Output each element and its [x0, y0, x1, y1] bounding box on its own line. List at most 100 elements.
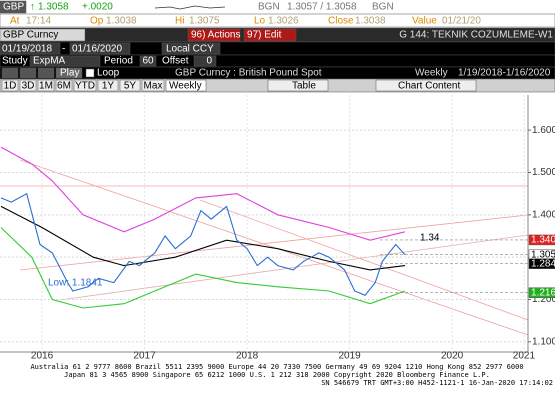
value-date: 01/21/20 — [442, 16, 481, 27]
frequency-select[interactable] — [165, 79, 207, 92]
range-button-label[interactable]: Max — [144, 81, 163, 92]
change: +.0020 — [82, 2, 113, 13]
start-field[interactable] — [0, 42, 61, 55]
high-label: Hi — [175, 16, 184, 27]
rewind-button[interactable] — [1, 67, 19, 79]
range-button-label[interactable]: 1Y — [102, 81, 115, 92]
study-field[interactable] — [29, 55, 101, 67]
period-label: Period — [104, 56, 133, 67]
arrow: ↑ — [30, 2, 35, 13]
series-line — [0, 192, 406, 296]
low-annotation: Low: 1.1841 — [48, 278, 103, 289]
currency[interactable]: Local CCY — [166, 44, 214, 55]
loop[interactable]: Loop — [97, 68, 120, 79]
price-tag-label: 1.2160 — [531, 287, 555, 298]
range-button[interactable] — [55, 79, 73, 92]
actions-button[interactable] — [187, 28, 241, 42]
footer-bg — [0, 357, 555, 400]
ticker: GBP — [3, 2, 24, 13]
price-tag-label: 1.3407 — [531, 235, 555, 246]
series-line — [0, 146, 406, 241]
x-tick-label: 2019 — [338, 351, 361, 362]
level-annotation: 1.34 — [420, 233, 440, 244]
table-button[interactable] — [267, 79, 329, 92]
description: GBP Curncy : British Pound Spot — [175, 68, 322, 79]
x-tick-label: 2021 — [513, 351, 536, 362]
range-button[interactable] — [97, 79, 119, 92]
x-tick-label: 2018 — [236, 351, 259, 362]
time-label: At — [10, 16, 20, 27]
range-button-label[interactable]: YTD — [75, 81, 95, 92]
price-tag — [528, 234, 555, 246]
high: 1.3075 — [189, 16, 220, 27]
range-button[interactable] — [1, 79, 19, 92]
x-tick-label: 2016 — [31, 351, 54, 362]
play-button[interactable] — [55, 67, 83, 79]
trend-line — [19, 159, 529, 336]
low-label: Lo — [254, 16, 266, 27]
range-button[interactable] — [37, 79, 55, 92]
currency-field[interactable] — [161, 42, 221, 55]
edit-button[interactable] — [243, 28, 297, 42]
offset-field[interactable] — [193, 55, 217, 67]
chart-bg — [0, 92, 555, 357]
template: G 144: TEKNIK COZUMLEME-W1 — [399, 30, 553, 41]
step-button[interactable] — [19, 67, 37, 79]
range-button-label[interactable]: 1D — [4, 81, 17, 92]
time: 17:14 — [26, 16, 51, 27]
price-tag — [528, 287, 555, 298]
security-field[interactable] — [0, 28, 86, 42]
sparkline — [154, 5, 226, 10]
price-tag-label: 1.2846 — [531, 258, 555, 269]
value-label: Value — [412, 16, 437, 27]
end-field[interactable] — [69, 42, 131, 55]
range-button-label[interactable]: 3D — [22, 81, 35, 92]
loop-checkbox[interactable] — [85, 68, 95, 78]
low: 1.3026 — [268, 16, 299, 27]
range-button[interactable] — [141, 79, 165, 92]
y-tick-label: 1.1000 — [532, 336, 555, 347]
ticker-box — [0, 0, 27, 14]
back-button[interactable] — [37, 67, 55, 79]
range-button[interactable] — [19, 79, 37, 92]
date-range: 1/19/2018-1/16/2020 — [458, 68, 551, 79]
range-button-label[interactable]: 5Y — [124, 81, 137, 92]
security[interactable]: GBP Curncy — [3, 30, 58, 41]
last-price: 1.3058 — [38, 2, 69, 13]
table-label[interactable]: Table — [292, 81, 316, 92]
footer-line: Australia 61 2 9777 8600 Brazil 5511 239… — [30, 363, 523, 371]
quote-row — [0, 13, 555, 28]
period[interactable]: 60 — [142, 56, 154, 67]
chart-content-label[interactable]: Chart Content — [398, 81, 460, 92]
chart-content-button[interactable] — [375, 79, 477, 92]
frequency-select-label[interactable]: Weekly — [169, 81, 202, 92]
period-field[interactable] — [139, 55, 157, 67]
edit[interactable]: 97) Edit — [247, 30, 282, 41]
range-button-label[interactable]: 1M — [39, 81, 53, 92]
x-tick-label: 2020 — [441, 351, 464, 362]
end-date[interactable]: 01/16/2020 — [72, 44, 122, 55]
trend-line — [199, 199, 529, 321]
y-tick-label: 1.5000 — [532, 167, 555, 178]
footer-line: Japan 81 3 4565 8900 Singapore 65 6212 1… — [64, 371, 490, 379]
actions[interactable]: 96) Actions — [191, 30, 240, 41]
play[interactable]: Play — [60, 68, 79, 79]
open: 1.3038 — [106, 16, 137, 27]
trend-line — [59, 234, 529, 301]
y-tick-label: 1.4000 — [532, 209, 555, 220]
start-date[interactable]: 01/19/2018 — [2, 44, 52, 55]
study-label: Study — [2, 56, 28, 67]
range-button-label[interactable]: 6M — [57, 81, 71, 92]
x-tick-label: 2017 — [133, 351, 156, 362]
price-tag-label: 1.3058 — [531, 249, 555, 260]
y-tick-label: 1.2000 — [532, 294, 555, 305]
source: BGN — [372, 2, 394, 13]
range-button[interactable] — [119, 79, 141, 92]
separator: - — [62, 44, 65, 55]
study-name[interactable]: ExpMA — [33, 56, 66, 67]
range-button[interactable] — [73, 79, 97, 92]
offset[interactable]: 0 — [206, 56, 212, 67]
frequency: Weekly — [415, 68, 448, 79]
